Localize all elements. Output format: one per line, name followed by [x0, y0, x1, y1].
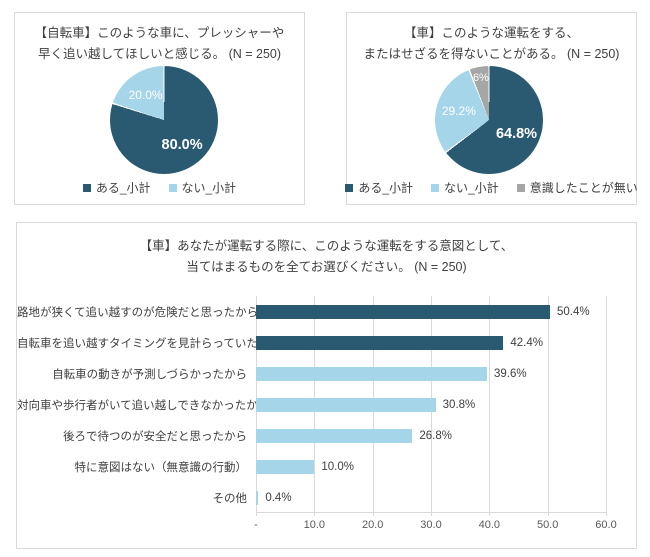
legend-item: ある_小計: [345, 179, 413, 196]
bar: [256, 335, 504, 350]
x-tick-label: -: [254, 519, 258, 531]
chart-title-line1: 【自転車】このような車に、プレッシャーや: [34, 26, 285, 40]
chart-title-line2: 早く追い越してほしいと感じる。 (N = 250): [37, 47, 282, 61]
x-tick-label: 50.0: [536, 519, 559, 531]
x-tick-label: 10.0: [303, 519, 326, 531]
bar-row: 自転車の動きが予測しづらかったから 39.6%: [17, 358, 638, 389]
category-label: 特に意図はない（無意識の行動）: [74, 461, 248, 474]
pie-legend: ある_小計 ない_小計 意識したことが無い: [345, 179, 638, 196]
bar-track: 26.8%: [256, 420, 638, 451]
pie-legend: ある_小計 ない_小計: [15, 179, 304, 196]
bar-row: 路地が狭くて追い越すのが危険だと思ったから 50.4%: [17, 296, 638, 327]
gridline: [489, 296, 491, 516]
bar-row: 後ろで待つのが安全だと思ったから 26.8%: [17, 420, 638, 451]
bar-track: 10.0%: [256, 451, 638, 482]
car-intent-bar-panel: 【車】あなたが運転する際に、このような運転をする意図として、 当てはまるものを全…: [16, 222, 637, 549]
legend-swatch: [82, 183, 91, 192]
chart-title: 【自転車】このような車に、プレッシャーや 早く追い越してほしいと感じる。 (N …: [15, 23, 304, 65]
legend-swatch: [516, 183, 525, 192]
bar-track: 42.4%: [256, 327, 638, 358]
bar: [256, 366, 487, 381]
bar: [256, 397, 436, 412]
bar-row: その他 0.4%: [17, 482, 638, 513]
value-label: 42.4%: [510, 336, 543, 349]
chart-title-line2: またはせざるを得ないことがある。 (N = 250): [363, 47, 620, 61]
chart-title-line1: 【車】あなたが運転する際に、このような運転をする意図として、: [139, 239, 514, 253]
category-label: 路地が狭くて追い越すのが危険だと思ったから: [17, 306, 259, 319]
legend-label: 意識したことが無い: [529, 181, 638, 195]
category-label: その他: [212, 492, 248, 505]
pie-slice-label: 64.8%: [495, 125, 538, 142]
x-tick-label: 60.0: [595, 519, 617, 531]
category-label: 自転車の動きが予測しづらかったから: [52, 368, 247, 381]
value-label: 39.6%: [494, 367, 527, 380]
legend-swatch: [431, 183, 439, 192]
chart-title: 【車】このような運転をする、 またはせざるを得ないことがある。 (N = 250…: [347, 23, 636, 65]
bar-track: 30.8%: [256, 389, 638, 420]
legend-item: 意識したことが無い: [516, 179, 638, 196]
gridline: [606, 296, 607, 516]
category-label: 対向車や歩行者がいて追い越しできなかったから: [17, 399, 270, 412]
chart-title: 【車】あなたが運転する際に、このような運転をする意図として、 当てはまるものを全…: [17, 236, 636, 278]
bar-track: 0.4%: [256, 482, 638, 513]
bar-row: 特に意図はない（無意識の行動） 10.0%: [17, 451, 638, 482]
pie-slice-label: 80.0%: [161, 136, 203, 153]
pie-slice-label: 6%: [472, 71, 489, 84]
bar-row: 対向車や歩行者がいて追い越しできなかったから 30.8%: [17, 389, 638, 420]
pie-slice-label: 29.2%: [441, 104, 476, 119]
bar-track: 50.4%: [256, 296, 638, 327]
legend-label: ない_小計: [181, 181, 237, 195]
car-driving-pie-panel: 【車】このような運転をする、 またはせざるを得ないことがある。 (N = 250…: [345, 12, 638, 205]
x-tick-label: 30.0: [420, 519, 442, 531]
legend-item: ある_小計: [82, 179, 151, 196]
pie-slice-label: 20.0%: [128, 87, 163, 102]
bicycle-pressure-pie-panel: 【自転車】このような車に、プレッシャーや 早く追い越してほしいと感じる。 (N …: [14, 12, 305, 205]
pie-chart: 80.0% 20.0%: [110, 66, 218, 174]
value-label: 50.4%: [557, 305, 590, 318]
bar-track: 39.6%: [256, 358, 638, 389]
legend-swatch: [345, 183, 354, 192]
legend-label: ある_小計: [95, 181, 151, 195]
bar: [256, 304, 550, 319]
value-label: 0.4%: [265, 491, 292, 504]
x-tick-label: 20.0: [361, 519, 384, 531]
value-label: 30.8%: [442, 398, 476, 411]
chart-title-line2: 当てはまるものを全てお選びください。 (N = 250): [186, 260, 467, 274]
legend-label: ある_小計: [358, 181, 413, 195]
value-label: 26.8%: [419, 429, 452, 442]
value-label: 10.0%: [321, 460, 354, 473]
x-axis-ticks: - 10.0 20.0 30.0 40.0 50.0 60.0: [17, 519, 638, 535]
bar: [256, 490, 259, 505]
x-tick-label: 40.0: [478, 519, 501, 531]
legend-item: ない_小計: [168, 179, 237, 196]
category-label: 自転車を追い越すタイミングを見計らっていた: [17, 337, 258, 350]
legend-label: ない_小計: [444, 181, 499, 195]
legend-swatch: [168, 183, 177, 192]
legend-item: ない_小計: [431, 179, 499, 196]
chart-title-line1: 【車】このような運転をする、: [403, 26, 579, 40]
bar: [256, 428, 413, 443]
gridline: [547, 296, 549, 516]
bar-row: 自転車を追い越すタイミングを見計らっていた 42.4%: [17, 327, 638, 358]
bar: [256, 459, 315, 474]
pie-chart: 64.8% 29.2% 6%: [435, 66, 543, 174]
bar-rows: 路地が狭くて追い越すのが危険だと思ったから 50.4% 自転車を追い越すタイミングを…: [17, 296, 638, 513]
category-label: 後ろで待つのが安全だと思ったから: [63, 430, 247, 443]
